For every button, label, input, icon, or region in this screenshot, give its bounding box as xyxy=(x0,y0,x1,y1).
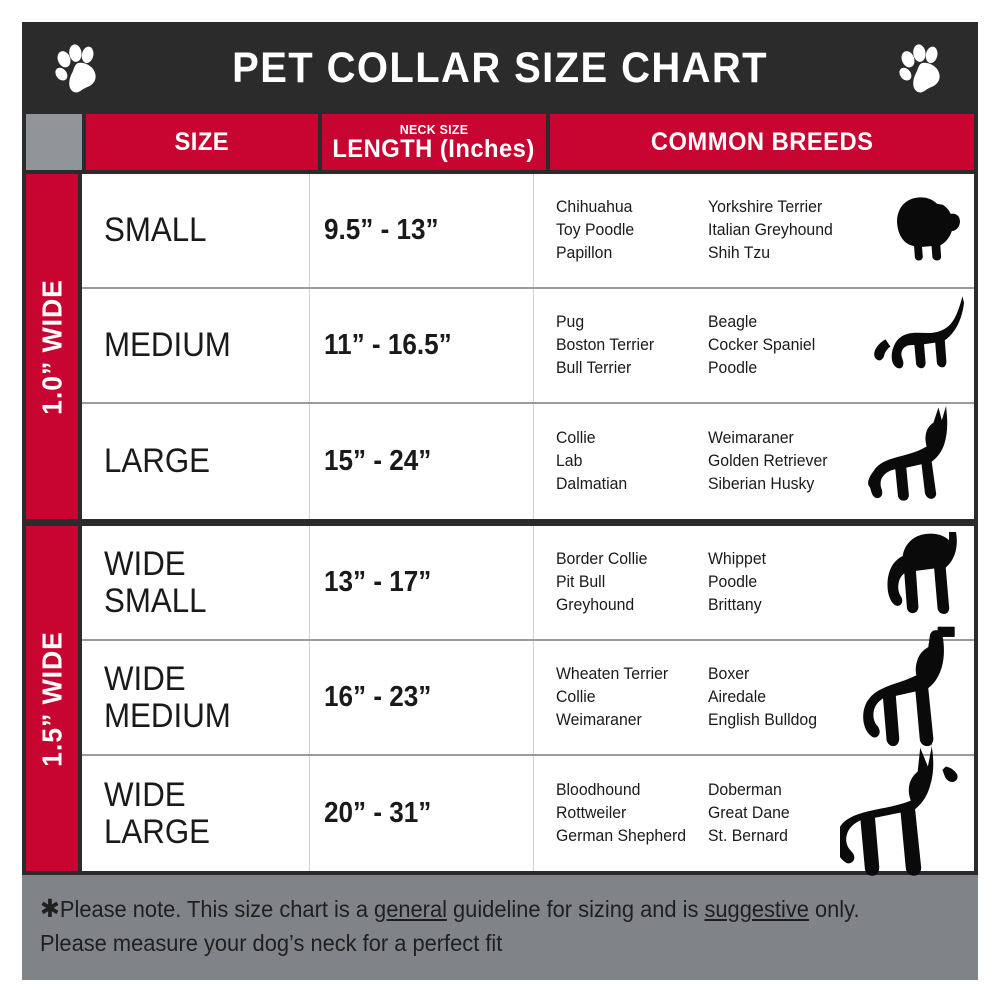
header-size: SIZE xyxy=(86,114,318,170)
breeds-column-2: Yorkshire Terrier Italian Greyhound Shih… xyxy=(708,197,833,262)
table-row: WIDE MEDIUM 16” - 23” Wheaten Terrier Co… xyxy=(82,626,974,756)
header-length-label: LENGTH (Inches) xyxy=(332,134,536,163)
length-value: 15” - 24” xyxy=(324,445,432,477)
footer-line1-b: guideline for sizing and is xyxy=(446,896,705,922)
cell-size: WIDE SMALL xyxy=(82,526,310,639)
table-row: MEDIUM 11” - 16.5” Pug Boston Terrier Bu… xyxy=(82,289,974,404)
breeds-column-1: Bloodhound Rottweiler German Shepherd xyxy=(556,780,687,845)
header-size-label: SIZE xyxy=(174,127,230,156)
size-value: WIDE SMALL xyxy=(104,544,207,620)
cell-size: MEDIUM xyxy=(82,289,310,402)
cell-breeds: Chihuahua Toy Poodle Papillon Yorkshire … xyxy=(534,174,974,287)
breeds-column-2: Doberman Great Dane St. Bernard xyxy=(708,780,790,845)
cell-length: 11” - 16.5” xyxy=(310,289,534,402)
header-breeds-label: COMMON BREEDS xyxy=(650,127,874,156)
length-value: 11” - 16.5” xyxy=(324,329,452,361)
cell-breeds: Border Collie Pit Bull Greyhound Whippet… xyxy=(534,526,974,639)
size-value: MEDIUM xyxy=(104,326,231,365)
cell-size: LARGE xyxy=(82,404,310,519)
boxer-silhouette-icon xyxy=(862,625,974,753)
group-label-1-0-wide: 1.0” WIDE xyxy=(26,174,78,519)
cell-breeds: Collie Lab Dalmatian Weimaraner Golden R… xyxy=(534,404,974,519)
header-corner-cell xyxy=(26,114,82,170)
cell-breeds: Pug Boston Terrier Bull Terrier Beagle C… xyxy=(534,289,974,402)
cell-length: 13” - 17” xyxy=(310,526,534,639)
cell-length: 20” - 31” xyxy=(310,756,534,871)
size-value: SMALL xyxy=(104,211,207,250)
pomeranian-silhouette-icon xyxy=(878,188,966,274)
header-length: NECK SIZE LENGTH (Inches) xyxy=(322,114,546,170)
chart-title-bar: PET COLLAR SIZE CHART xyxy=(22,22,978,114)
footer-underline-general: general xyxy=(374,896,447,922)
cell-length: 9.5” - 13” xyxy=(310,174,534,287)
bulldog-silhouette-icon xyxy=(870,532,966,638)
table-row: WIDE SMALL 13” - 17” Border Collie Pit B… xyxy=(82,526,974,641)
table-row: WIDE LARGE 20” - 31” Bloodhound Rottweil… xyxy=(82,742,974,876)
doberman-silhouette-icon xyxy=(840,742,968,890)
asterisk-icon: ✱ xyxy=(40,895,60,923)
page-title: PET COLLAR SIZE CHART xyxy=(232,43,768,92)
cell-size: SMALL xyxy=(82,174,310,287)
cell-breeds: Wheaten Terrier Collie Weimaraner Boxer … xyxy=(534,626,974,754)
group-label-1-5-wide: 1.5” WIDE xyxy=(26,526,78,871)
breeds-column-2: Beagle Cocker Spaniel Poodle xyxy=(708,312,816,377)
size-value: WIDE LARGE xyxy=(104,775,211,851)
breeds-column-1: Chihuahua Toy Poodle Papillon xyxy=(556,197,635,262)
paw-print-icon xyxy=(894,40,950,96)
length-value: 13” - 17” xyxy=(324,566,432,598)
paw-print-icon xyxy=(50,40,106,96)
size-value: LARGE xyxy=(104,442,211,481)
group-1-5-wide: 1.5” WIDE WIDE SMALL 13” - 17” Border Co… xyxy=(26,526,974,876)
size-value: WIDE MEDIUM xyxy=(104,659,231,735)
footer-note-text: ✱Please note. This size chart is a gener… xyxy=(40,891,931,961)
breeds-column-1: Border Collie Pit Bull Greyhound xyxy=(556,549,648,614)
breeds-column-1: Wheaten Terrier Collie Weimaraner xyxy=(556,664,669,729)
table-body: 1.0” WIDE SMALL 9.5” - 13” Chihuahua Toy… xyxy=(22,174,978,876)
table-header-row: SIZE NECK SIZE LENGTH (Inches) COMMON BR… xyxy=(22,114,978,174)
pet-collar-size-chart: PET COLLAR SIZE CHART SIZE NECK SIZE LEN… xyxy=(22,22,978,980)
cell-size: WIDE MEDIUM xyxy=(82,641,310,754)
breeds-column-2: Weimaraner Golden Retriever Siberian Hus… xyxy=(708,428,828,493)
table-row: SMALL 9.5” - 13” Chihuahua Toy Poodle Pa… xyxy=(82,174,974,289)
breeds-column-2: Whippet Poodle Brittany xyxy=(708,549,767,614)
beagle-silhouette-icon xyxy=(868,293,972,393)
cell-length: 15” - 24” xyxy=(310,404,534,519)
header-breeds: COMMON BREEDS xyxy=(550,114,974,170)
footer-note: ✱Please note. This size chart is a gener… xyxy=(22,875,978,980)
footer-line2: Please measure your dog’s neck for a per… xyxy=(40,930,503,957)
cell-size: WIDE LARGE xyxy=(82,756,310,871)
breeds-column-2: Boxer Airedale English Bulldog xyxy=(708,664,817,729)
length-value: 9.5” - 13” xyxy=(324,214,439,246)
footer-line1-a: Please note. This size chart is a xyxy=(59,896,375,922)
breeds-column-1: Pug Boston Terrier Bull Terrier xyxy=(556,312,655,377)
footer-line1-c: only. xyxy=(808,896,860,922)
cell-breeds: Bloodhound Rottweiler German Shepherd Do… xyxy=(534,742,974,876)
length-value: 20” - 31” xyxy=(324,797,432,829)
table-row: LARGE 15” - 24” Collie Lab Dalmatian Wei… xyxy=(82,404,974,519)
footer-underline-suggestive: suggestive xyxy=(704,896,809,922)
group-1-0-wide: 1.0” WIDE SMALL 9.5” - 13” Chihuahua Toy… xyxy=(26,174,974,519)
shepherd-silhouette-icon xyxy=(864,404,974,516)
length-value: 16” - 23” xyxy=(324,681,432,713)
cell-length: 16” - 23” xyxy=(310,641,534,754)
breeds-column-1: Collie Lab Dalmatian xyxy=(556,428,628,493)
header-length-sublabel: NECK SIZE xyxy=(399,121,469,137)
group-label-text: 1.5” WIDE xyxy=(36,630,67,767)
group-label-text: 1.0” WIDE xyxy=(36,278,67,415)
